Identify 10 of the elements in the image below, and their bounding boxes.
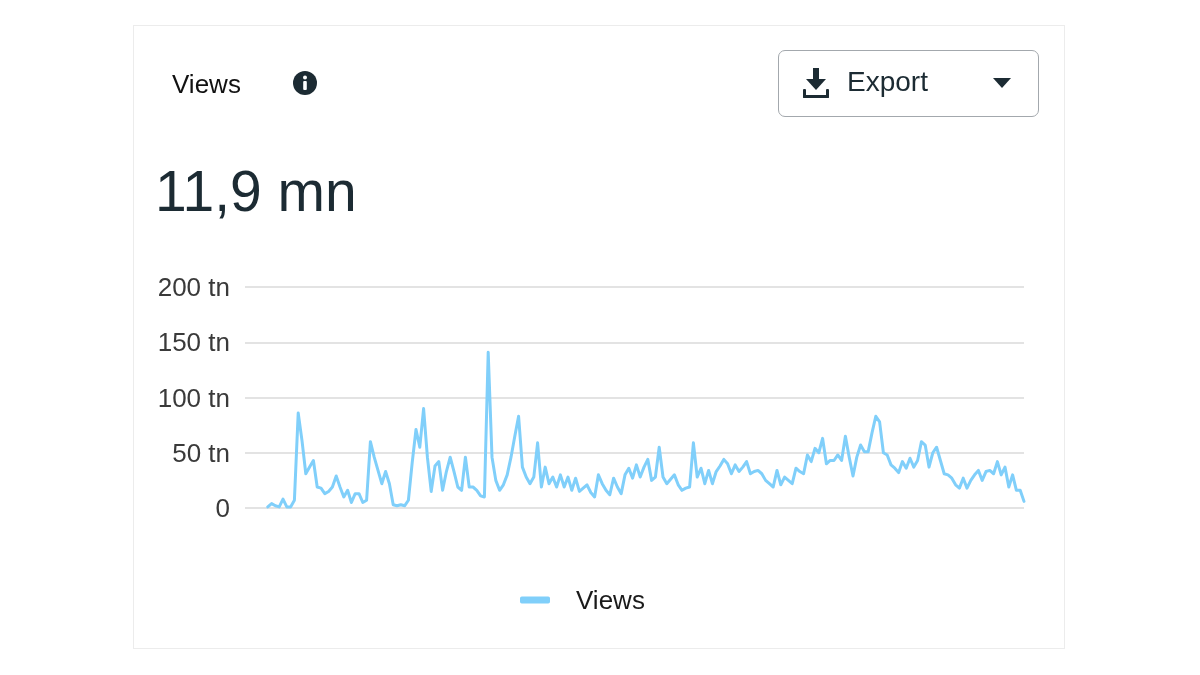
y-tick-label: 0: [215, 493, 230, 523]
y-tick-label: 50 tn: [172, 437, 230, 468]
legend-label: Views: [576, 585, 645, 615]
chart-subtitle: 11,9 mn: [155, 158, 357, 223]
line-series: [266, 350, 1026, 509]
chart-title: Views: [172, 69, 241, 99]
button: Export: [778, 50, 1039, 117]
y-tick-label: 200 tn: [157, 272, 230, 302]
y-tick-label: 100 tn: [157, 382, 230, 413]
y-tick-label: 150 tn: [157, 327, 230, 358]
